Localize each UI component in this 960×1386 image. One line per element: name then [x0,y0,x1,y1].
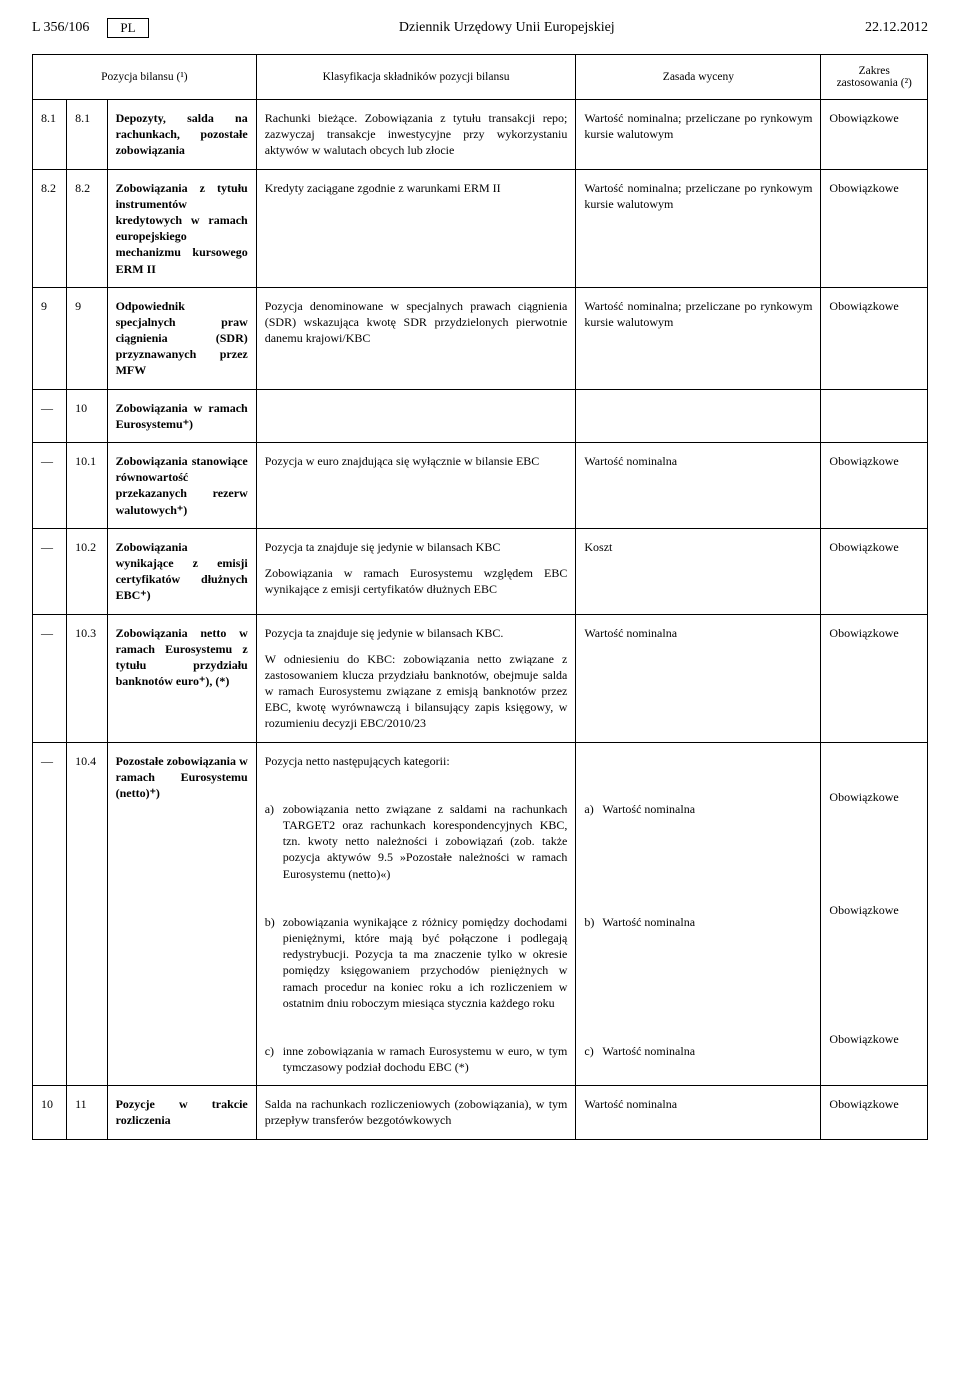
cell-classification: Rachunki bieżące. Zobowiązania z tytułu … [256,100,576,170]
cell-title: Zobowiązania stanowiące równowartość prz… [107,443,256,529]
page-reference: L 356/106 [32,20,89,36]
cell-classification: Pozycja netto następujących kategorii: [256,742,576,779]
cell-scope: Obowiązkowe [821,528,928,614]
table-row: 8.28.2Zobowiązania z tytułu instrumentów… [33,169,928,287]
cell-classification: a)zobowiązania netto związane z saldami … [256,779,576,892]
table-row: —10.3Zobowiązania netto w ramach Eurosys… [33,614,928,742]
cell-num2: 9 [67,287,107,389]
col-header-valuation: Zasada wyceny [576,55,821,100]
cell-scope [821,742,928,779]
cell-classification: Pozycja ta znajduje się jedynie w bilans… [256,614,576,742]
cell-valuation [576,742,821,779]
cell-valuation: Wartość nominalna; przeliczane po rynkow… [576,287,821,389]
cell-num2: 10.2 [67,528,107,614]
cell-scope: Obowiązkowe [821,614,928,742]
page-header: L 356/106 PL Dziennik Urzędowy Unii Euro… [0,0,960,46]
header-date: 22.12.2012 [865,20,928,36]
cell-valuation: Wartość nominalna [576,1086,821,1139]
cell-num1: — [33,528,67,614]
cell-classification: Pozycja ta znajduje się jedynie w bilans… [256,528,576,614]
cell-valuation: Wartość nominalna [576,614,821,742]
cell-scope: Obowiązkowe [821,779,928,892]
cell-scope: Obowiązkowe [821,892,928,1021]
cell-valuation: a)Wartość nominalna [576,779,821,892]
cell-classification: Pozycja denominowane w specjalnych prawa… [256,287,576,389]
cell-valuation [576,389,821,442]
cell-title: Pozycje w trakcie rozliczenia [107,1086,256,1139]
cell-scope: Obowiązkowe [821,443,928,529]
cell-scope: Obowiązkowe [821,287,928,389]
cell-classification: b)zobowiązania wynikające z różnicy pomi… [256,892,576,1021]
cell-title: Zobowiązania z tytułu instrumentów kredy… [107,169,256,287]
table-row: 8.18.1Depozyty, salda na rachunkach, poz… [33,100,928,170]
cell-num1: 10 [33,1086,67,1139]
cell-num2: 11 [67,1086,107,1139]
table-row: —10Zobowiązania w ramach Eurosystemu⁺) [33,389,928,442]
cell-valuation: Wartość nominalna [576,443,821,529]
cell-classification: Salda na rachunkach rozliczeniowych (zob… [256,1086,576,1139]
cell-num2: 10.4 [67,742,107,1086]
cell-title: Zobowiązania netto w ramach Eurosystemu … [107,614,256,742]
table-header-row: Pozycja bilansu (¹) Klasyfikacja składni… [33,55,928,100]
cell-num2: 8.2 [67,169,107,287]
language-badge: PL [107,18,148,38]
cell-num1: — [33,443,67,529]
cell-classification: Pozycja w euro znajdująca się wyłącznie … [256,443,576,529]
table-row: 99Odpowiednik specjalnych praw ciągnieni… [33,287,928,389]
col-header-scope: Zakres zastosowania (²) [821,55,928,100]
cell-scope [821,389,928,442]
cell-num1: 9 [33,287,67,389]
cell-title: Odpowiednik specjalnych praw ciągnienia … [107,287,256,389]
cell-num1: 8.2 [33,169,67,287]
col-header-classification: Klasyfikacja składników pozycji bilansu [256,55,576,100]
journal-title: Dziennik Urzędowy Unii Europejskiej [399,20,615,36]
cell-num1: — [33,389,67,442]
cell-num2: 8.1 [67,100,107,170]
cell-num2: 10.1 [67,443,107,529]
cell-scope: Obowiązkowe [821,169,928,287]
cell-scope: Obowiązkowe [821,1021,928,1086]
header-left: L 356/106 PL [32,18,149,38]
cell-classification [256,389,576,442]
cell-scope: Obowiązkowe [821,1086,928,1139]
cell-num1: — [33,614,67,742]
cell-classification: Kredyty zaciągane zgodnie z warunkami ER… [256,169,576,287]
cell-valuation: Koszt [576,528,821,614]
cell-valuation: Wartość nominalna; przeliczane po rynkow… [576,169,821,287]
col-header-position: Pozycja bilansu (¹) [33,55,257,100]
cell-classification: c)inne zobowiązania w ramach Eurosystemu… [256,1021,576,1086]
cell-title: Zobowiązania wynikające z emisji certyfi… [107,528,256,614]
cell-title: Zobowiązania w ramach Eurosystemu⁺) [107,389,256,442]
cell-valuation: Wartość nominalna; przeliczane po rynkow… [576,100,821,170]
cell-title: Pozostałe zobowiązania w ramach Eurosyst… [107,742,256,1086]
cell-valuation: b)Wartość nominalna [576,892,821,1021]
cell-num1: 8.1 [33,100,67,170]
cell-num2: 10 [67,389,107,442]
table-row: —10.4Pozostałe zobowiązania w ramach Eur… [33,742,928,779]
balance-table: Pozycja bilansu (¹) Klasyfikacja składni… [32,54,928,1140]
table-row: —10.2Zobowiązania wynikające z emisji ce… [33,528,928,614]
table-row: —10.1Zobowiązania stanowiące równowartoś… [33,443,928,529]
cell-title: Depozyty, salda na rachunkach, pozostałe… [107,100,256,170]
table-row: 1011Pozycje w trakcie rozliczeniaSalda n… [33,1086,928,1139]
cell-num1: — [33,742,67,1086]
cell-scope: Obowiązkowe [821,100,928,170]
cell-valuation: c)Wartość nominalna [576,1021,821,1086]
cell-num2: 10.3 [67,614,107,742]
